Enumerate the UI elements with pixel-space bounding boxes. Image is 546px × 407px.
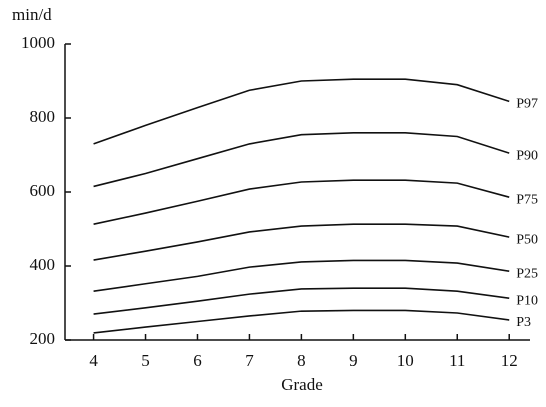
x-tick-label: 5 (141, 351, 150, 370)
series-line (93, 223, 510, 261)
y-tick-label: 1000 (21, 33, 55, 52)
series-label: P10 (516, 293, 538, 308)
x-tick-label: 6 (193, 351, 202, 370)
x-tick-label: 4 (89, 351, 98, 370)
series-line (93, 259, 510, 292)
series-line (93, 179, 510, 225)
x-axis-label: Grade (281, 375, 323, 394)
x-tick-label: 8 (297, 351, 306, 370)
x-tick-label: 7 (245, 351, 254, 370)
series-label: P25 (516, 266, 538, 281)
y-tick-label: 600 (30, 181, 56, 200)
y-tick-label: 400 (30, 255, 56, 274)
series-line (93, 287, 510, 315)
y-axis-label: min/d (12, 5, 52, 24)
x-tick-label: 11 (449, 351, 465, 370)
series-label: P97 (516, 97, 538, 112)
series-line (93, 132, 510, 188)
series-label: P3 (516, 315, 531, 330)
x-tick-label: 10 (397, 351, 414, 370)
series-label: P90 (516, 148, 538, 163)
y-tick-label: 800 (30, 107, 56, 126)
series-label: P50 (516, 232, 538, 247)
x-tick-label: 12 (501, 351, 518, 370)
series-line (93, 309, 510, 334)
series-label: P75 (516, 192, 538, 207)
x-tick-label: 9 (349, 351, 358, 370)
y-tick-label: 200 (30, 329, 56, 348)
series-line (93, 78, 510, 145)
